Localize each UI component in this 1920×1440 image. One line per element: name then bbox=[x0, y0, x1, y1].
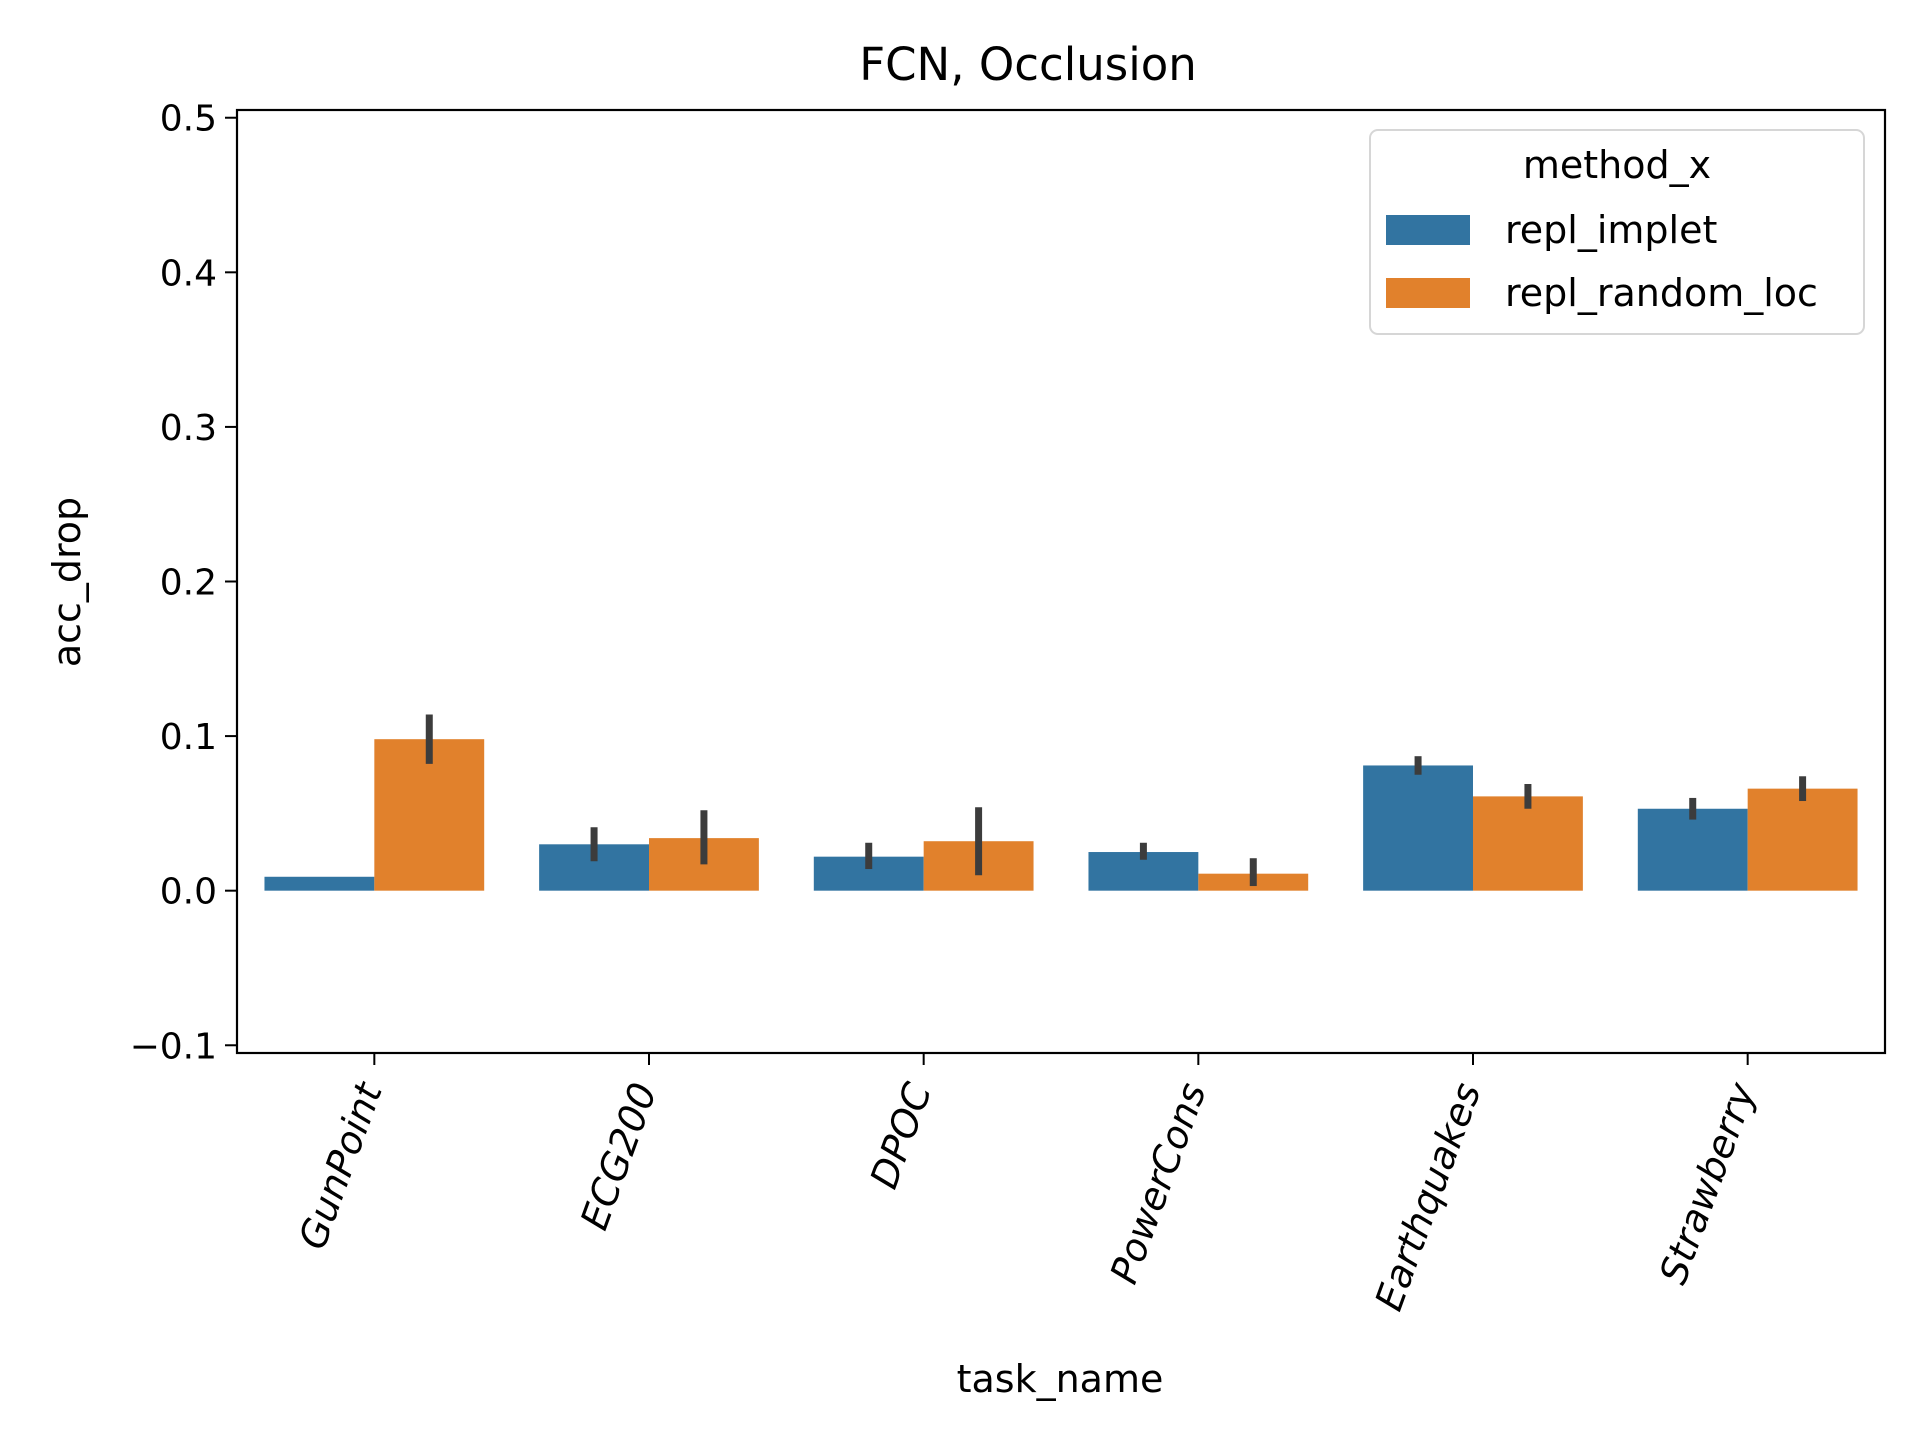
bars-layer bbox=[264, 739, 1858, 891]
legend-title: method_x bbox=[1523, 143, 1711, 187]
legend-label-repl-random-loc: repl_random_loc bbox=[1505, 271, 1818, 315]
x-tick-label-dpoc: DPOC bbox=[862, 1077, 941, 1195]
x-tick-label-earthquakes: Earthquakes bbox=[1367, 1077, 1490, 1316]
x-tick-label-gunpoint: GunPoint bbox=[290, 1075, 391, 1255]
bar-repl-implet-gunpoint bbox=[264, 876, 375, 891]
y-tick-label: 0.3 bbox=[160, 408, 217, 449]
y-tick-label: 0.1 bbox=[160, 717, 217, 758]
y-tick-label: −0.1 bbox=[130, 1026, 217, 1067]
y-axis-label: acc_drop bbox=[45, 497, 89, 667]
chart-title: FCN, Occlusion bbox=[859, 38, 1197, 91]
bar-repl-implet-earthquakes bbox=[1363, 765, 1473, 891]
legend-swatch-repl-implet bbox=[1386, 215, 1470, 245]
y-tick-label: 0.4 bbox=[160, 253, 217, 294]
bar-repl-implet-strawberry bbox=[1637, 808, 1748, 891]
legend-swatch-repl-random-loc bbox=[1386, 278, 1470, 308]
bar-repl-random-loc-strawberry bbox=[1747, 788, 1858, 891]
legend: method_x repl_implet repl_random_loc bbox=[1369, 129, 1865, 335]
x-axis: GunPoint ECG200 DPOC PowerCons Earthquakes St… bbox=[290, 1053, 1764, 1316]
x-tick-label-ecg200: ECG200 bbox=[572, 1077, 666, 1235]
y-axis: −0.1 0.0 0.1 0.2 0.3 0.4 0.5 bbox=[130, 99, 237, 1067]
bar-repl-random-loc-earthquakes bbox=[1473, 796, 1583, 891]
x-axis-label: task_name bbox=[957, 1357, 1164, 1401]
error-bars-layer bbox=[425, 714, 1807, 887]
x-tick-label-strawberry: Strawberry bbox=[1651, 1077, 1764, 1290]
y-tick-label: 0.2 bbox=[160, 563, 217, 604]
bar-repl-random-loc-gunpoint bbox=[374, 739, 485, 891]
x-tick-label-powercons: PowerCons bbox=[1102, 1077, 1215, 1289]
legend-label-repl-implet: repl_implet bbox=[1505, 208, 1717, 252]
y-tick-label: 0.0 bbox=[160, 872, 217, 913]
legend-box bbox=[1369, 129, 1865, 335]
y-tick-label: 0.5 bbox=[160, 99, 217, 140]
